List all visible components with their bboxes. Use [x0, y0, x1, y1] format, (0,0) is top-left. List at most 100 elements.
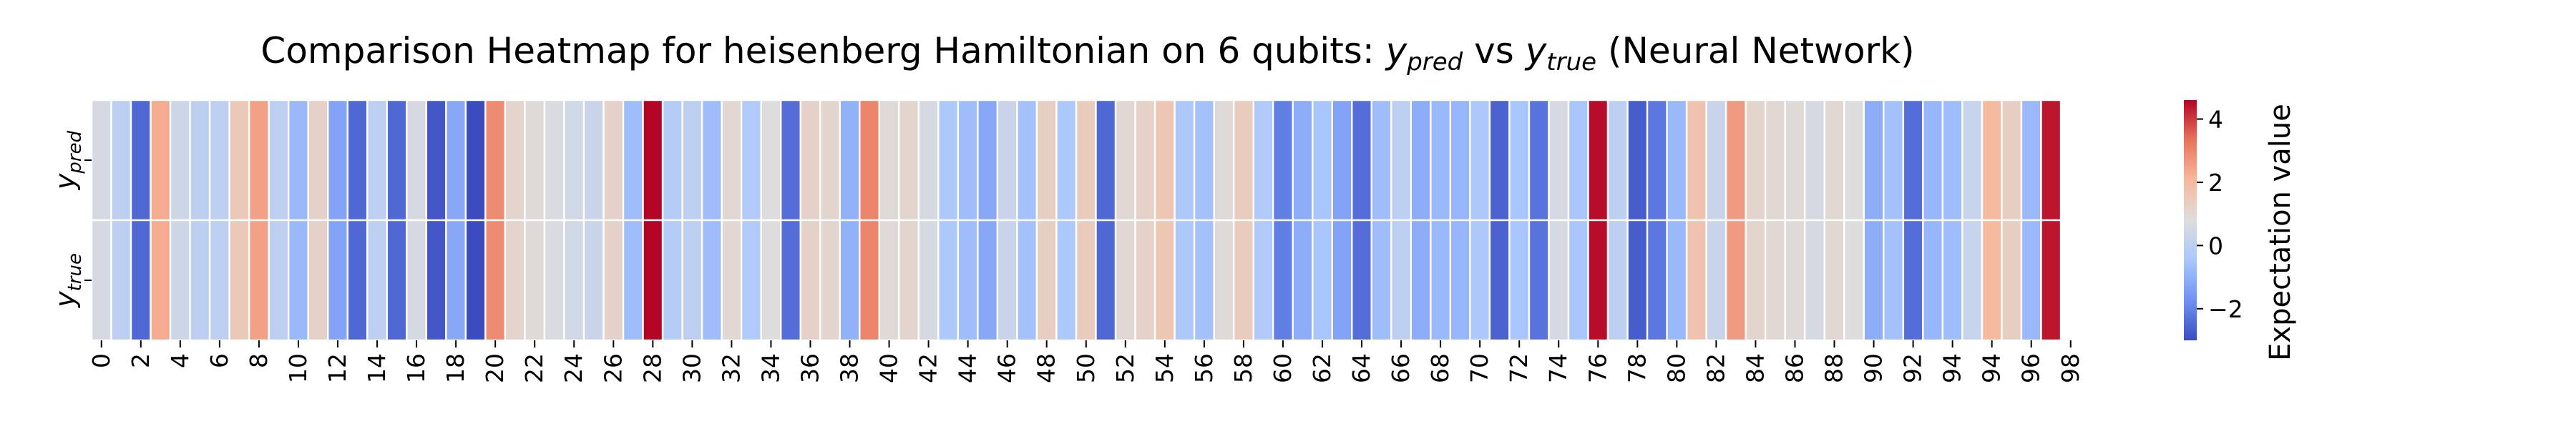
x-tick-label: 6: [205, 353, 233, 368]
heatmap-cell: [781, 220, 801, 340]
x-tick-label: 10: [284, 353, 312, 383]
heatmap-cell: [643, 220, 663, 340]
x-tick-label: 46: [993, 353, 1021, 383]
heatmap-cell: [1765, 220, 1785, 340]
heatmap-cell: [1825, 100, 1845, 220]
heatmap-cell: [1687, 220, 1707, 340]
x-tick-label: 80: [1662, 353, 1690, 383]
heatmap-cell: [249, 220, 269, 340]
colorbar-tick-label: 0: [2208, 232, 2223, 260]
x-tick-label: 92: [1899, 353, 1927, 383]
heatmap-cell: [1254, 100, 1274, 220]
heatmap-cell: [741, 220, 761, 340]
heatmap-cell: [367, 100, 387, 220]
title-y-true: y: [1524, 30, 1548, 72]
heatmap-cell: [919, 220, 939, 340]
x-tick-label: 84: [1741, 353, 1769, 383]
x-tick-label: 76: [1584, 353, 1611, 383]
heatmap-cell: [1155, 220, 1175, 340]
heatmap-cell: [210, 220, 230, 340]
heatmap-cell: [997, 220, 1018, 340]
heatmap-cell: [190, 100, 210, 220]
heatmap-cell: [1883, 100, 1903, 220]
heatmap-cell: [683, 100, 703, 220]
heatmap-cell: [1136, 220, 1156, 340]
heatmap-cell: [387, 100, 407, 220]
heatmap-cell: [210, 100, 230, 220]
x-tick-label: 74: [1544, 353, 1572, 383]
heatmap-cell: [2021, 220, 2041, 340]
heatmap-cell: [1332, 100, 1352, 220]
heatmap-cell: [643, 100, 663, 220]
heatmap-cell: [1312, 220, 1332, 340]
heatmap-cell: [406, 100, 426, 220]
heatmap-cell: [741, 100, 761, 220]
heatmap-cell: [564, 220, 584, 340]
heatmap-cell: [1254, 220, 1274, 340]
heatmap-cell: [663, 220, 683, 340]
heatmap-cell: [505, 100, 525, 220]
heatmap-cell: [112, 220, 132, 340]
heatmap-cell: [702, 220, 722, 340]
heatmap-cell: [1726, 220, 1746, 340]
x-tick-label: 88: [1820, 353, 1848, 383]
heatmap-cell: [1529, 220, 1549, 340]
heatmap-cell: [348, 100, 368, 220]
heatmap-cell: [722, 220, 742, 340]
heatmap-cell: [505, 220, 525, 340]
heatmap-cell: [1529, 100, 1549, 220]
x-tick-label: 14: [363, 353, 391, 383]
heatmap-cell: [348, 220, 368, 340]
title-y-pred: y: [1385, 30, 1408, 72]
heatmap-cell: [1608, 220, 1628, 340]
heatmap-cell: [899, 220, 919, 340]
heatmap-cell: [1332, 220, 1352, 340]
heatmap-cell: [190, 220, 210, 340]
heatmap-cell: [938, 100, 958, 220]
heatmap-cell: [525, 100, 545, 220]
heatmap-cell: [1352, 100, 1372, 220]
colorbar-label: Expectation value: [2264, 104, 2297, 361]
heatmap-cell: [1962, 220, 1982, 340]
x-tick-label: 28: [638, 353, 666, 383]
heatmap-cell: [859, 100, 879, 220]
heatmap-cell: [1490, 100, 1510, 220]
heatmap-cell: [1647, 220, 1667, 340]
title-suffix: (Neural Network): [1596, 30, 1915, 72]
heatmap-cell: [112, 100, 132, 220]
heatmap-cell: [1568, 220, 1589, 340]
heatmap-cell: [485, 100, 505, 220]
heatmap-cell: [1372, 220, 1392, 340]
heatmap-cell: [288, 100, 308, 220]
x-tick-label: 24: [560, 353, 587, 383]
heatmap-cell: [230, 220, 250, 340]
x-tick-label: 44: [954, 353, 982, 383]
heatmap-cell: [1667, 220, 1687, 340]
heatmap-cell: [1864, 100, 1884, 220]
heatmap-cell: [1923, 220, 1943, 340]
x-tick-label: 26: [599, 353, 627, 383]
heatmap-cell: [328, 100, 348, 220]
heatmap-cell: [2041, 220, 2061, 340]
x-tick-label: 90: [1860, 353, 1888, 383]
heatmap-cell: [328, 220, 348, 340]
heatmap-cell: [1194, 220, 1214, 340]
x-tick-label: 42: [914, 353, 942, 383]
colorbar-tick-label: −2: [2208, 295, 2243, 323]
heatmap-cell: [446, 100, 466, 220]
heatmap-cell: [1175, 220, 1195, 340]
heatmap-cell: [899, 100, 919, 220]
heatmap-cell: [1844, 100, 1864, 220]
x-tick-label: 50: [1072, 353, 1100, 383]
heatmap-cell: [1785, 220, 1805, 340]
title-vs: vs: [1463, 30, 1525, 72]
title-true-subscript: true: [1546, 48, 1596, 77]
x-tick-label: 22: [520, 353, 548, 383]
x-tick-label: 30: [678, 353, 706, 383]
heatmap-cell: [2021, 100, 2041, 220]
heatmap-cell: [170, 100, 190, 220]
heatmap-cell: [604, 220, 624, 340]
heatmap-cell: [1785, 100, 1805, 220]
heatmap-cell: [1076, 100, 1096, 220]
